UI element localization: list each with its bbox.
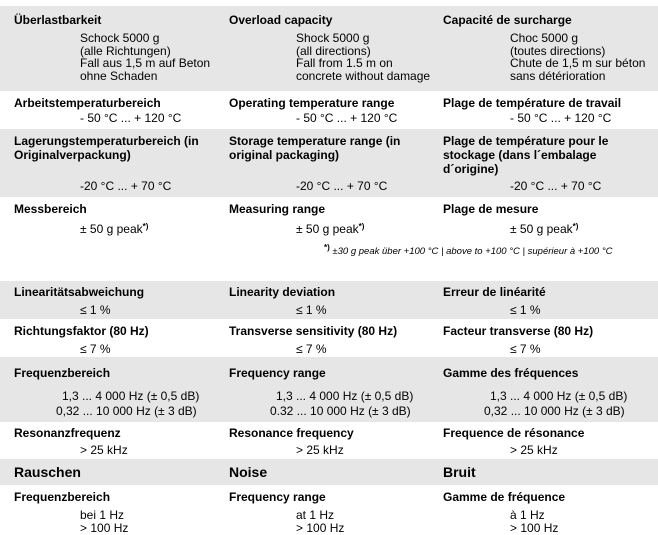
resonance-label-fr: Frequence de résonance	[443, 426, 585, 440]
transverse-label-en: Transverse sensitivity (80 Hz)	[229, 324, 398, 338]
frequency-range-label-en: Frequency range	[229, 366, 326, 380]
frequency-range-value-en: 1,3 ... 4 000 Hz (± 0,5 dB) 0.32 ... 10 0…	[270, 389, 414, 418]
storage-temp-value-en: -20 °C ... + 70 °C	[296, 179, 388, 193]
measuring-range-value-fr: ± 50 g peak*)	[510, 222, 579, 236]
operating-temp-label-en: Operating temperature range	[229, 96, 395, 110]
linearity-label-en: Linearity deviation	[229, 285, 336, 299]
measuring-range-value-de: ± 50 g peak*)	[80, 222, 149, 236]
transverse-value-en: ≤ 7 %	[296, 342, 327, 356]
frequency-range-row	[0, 357, 658, 422]
resonance-value-en: > 25 kHz	[296, 443, 344, 457]
transverse-value-fr: ≤ 7 %	[510, 342, 541, 356]
operating-temp-value-en: - 50 °C ... + 120 °C	[296, 111, 398, 125]
noise-heading-en: Noise	[229, 464, 268, 480]
storage-temp-label-en: Storage temperature range (in original pa…	[229, 134, 401, 162]
frequency-range-label-fr: Gamme des fréquences	[443, 366, 579, 380]
storage-temp-row	[0, 129, 658, 197]
resonance-value-fr: > 25 kHz	[510, 443, 558, 457]
linearity-value-fr: ≤ 1 %	[510, 303, 541, 317]
storage-temp-label-de: Lagerungstemperaturbereich (in Originalve…	[14, 134, 199, 162]
operating-temp-value-fr: - 50 °C ... + 120 °C	[510, 111, 612, 125]
measuring-range-label-en: Measuring range	[229, 202, 326, 216]
measuring-range-value-en: ± 50 g peak*)	[296, 222, 365, 236]
frequency-range-value-fr: 1,3 ... 4 000 Hz (± 0,5 dB) 0,32 ... 10 0…	[484, 389, 628, 418]
noise-heading-row	[0, 459, 658, 485]
noise-freq-value-de: bei 1 Hz > 100 Hz	[80, 508, 129, 535]
linearity-label-fr: Erreur de linéarité	[443, 285, 546, 299]
noise-freq-label-fr: Gamme de fréquence	[443, 490, 566, 504]
overload-value-fr: Choc 5000 g (toutes directions) Chute de …	[510, 31, 646, 83]
measuring-range-footnote: *) ±30 g peak über +100 °C | above to +1…	[324, 243, 613, 257]
transverse-label-fr: Facteur transverse (80 Hz)	[443, 324, 594, 338]
noise-freq-label-de: Frequenzbereich	[14, 490, 111, 504]
noise-heading-de: Rauschen	[14, 464, 81, 480]
transverse-value-de: ≤ 7 %	[80, 342, 111, 356]
resonance-label-en: Resonance frequency	[229, 426, 354, 440]
noise-freq-label-en: Frequency range	[229, 490, 326, 504]
noise-freq-value-fr: à 1 Hz > 100 Hz	[510, 508, 559, 535]
overload-label-fr: Capacité de surcharge	[443, 13, 572, 27]
linearity-value-de: ≤ 1 %	[80, 303, 111, 317]
storage-temp-value-de: -20 °C ... + 70 °C	[80, 179, 172, 193]
frequency-range-value-de: 1,3 ... 4 000 Hz (± 0,5 dB) 0,32 ... 10 0…	[56, 389, 200, 418]
linearity-row	[0, 281, 658, 319]
linearity-value-en: ≤ 1 %	[296, 303, 327, 317]
noise-freq-value-en: at 1 Hz > 100 Hz	[296, 508, 345, 535]
storage-temp-label-fr: Plage de température pour le stockage (da…	[443, 134, 609, 176]
measuring-range-label-fr: Plage de mesure	[443, 202, 539, 216]
overload-value-en: Shock 5000 g (all directions) Fall from 1…	[296, 31, 431, 83]
operating-temp-value-de: - 50 °C ... + 120 °C	[80, 111, 182, 125]
measuring-range-label-de: Messbereich	[14, 202, 87, 216]
noise-heading-fr: Bruit	[443, 464, 476, 480]
resonance-label-de: Resonanzfrequenz	[14, 426, 121, 440]
overload-value-de: Schock 5000 g (alle Richtungen) Fall aus …	[80, 31, 211, 83]
linearity-label-de: Linearitätsabweichung	[14, 285, 145, 299]
operating-temp-label-fr: Plage de température de travail	[443, 96, 622, 110]
transverse-label-de: Richtungsfaktor (80 Hz)	[14, 324, 149, 338]
overload-row	[0, 6, 658, 91]
operating-temp-label-de: Arbeitstemperaturbereich	[14, 96, 161, 110]
overload-label-en: Overload capacity	[229, 13, 333, 27]
frequency-range-label-de: Frequenzbereich	[14, 366, 111, 380]
overload-label-de: Überlastbarkeit	[14, 13, 102, 27]
resonance-value-de: > 25 kHz	[80, 443, 128, 457]
storage-temp-value-fr: -20 °C ... + 70 °C	[510, 179, 602, 193]
